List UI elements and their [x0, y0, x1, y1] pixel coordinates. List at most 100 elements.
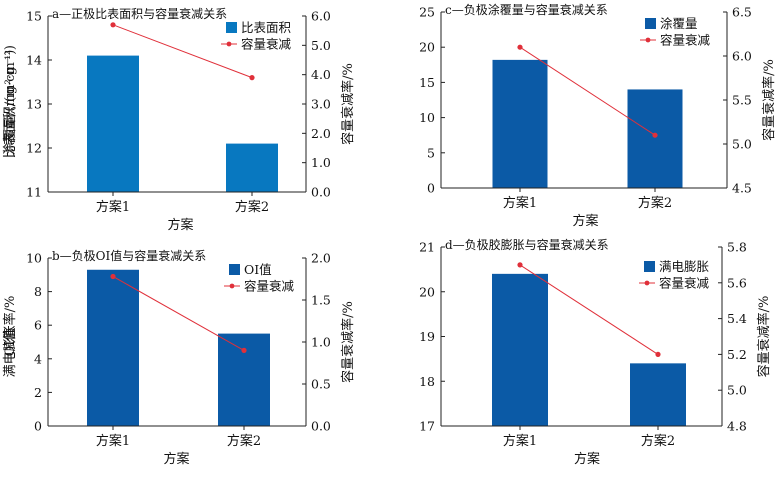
- legend-bar-swatch: [229, 264, 240, 275]
- legend-bar-label: OI值: [244, 262, 272, 277]
- x-tick-label: 方案1: [503, 195, 537, 211]
- right-tick-label: 1.0: [311, 155, 331, 170]
- right-tick-label: 4.0: [311, 67, 331, 82]
- left-axis-title: OI值: [2, 328, 18, 357]
- bar-方案2: [627, 89, 683, 188]
- right-tick-label: 5.0: [727, 383, 747, 398]
- legend-line-label: 容量衰减: [241, 37, 292, 52]
- legend-line-label: 容量衰减: [244, 279, 295, 294]
- bar-方案2: [630, 363, 686, 426]
- legend-bar-swatch: [644, 261, 655, 272]
- x-axis-title: 方案: [163, 451, 189, 467]
- right-axis-title: 容量衰减率/%: [756, 296, 772, 378]
- left-tick-label: 0: [427, 181, 435, 196]
- left-tick-label: 17: [419, 419, 435, 434]
- capacity-fade-point-方案1: [517, 44, 523, 50]
- capacity-fade-line: [112, 24, 253, 79]
- capacity-fade-line: [112, 276, 245, 351]
- left-tick-label: 6: [34, 318, 42, 333]
- legend-line-marker: [229, 283, 235, 289]
- x-axis-title: 方案: [574, 451, 600, 467]
- left-tick-label: 4: [34, 351, 42, 366]
- right-tick-label: 1.5: [311, 293, 331, 308]
- left-tick-label: 21: [419, 240, 435, 255]
- capacity-fade-point-方案1: [110, 273, 116, 280]
- right-tick-label: 0.0: [311, 419, 331, 434]
- left-tick-label: 10: [26, 251, 42, 266]
- left-tick-label: 14: [26, 53, 42, 68]
- capacity-fade-point-方案2: [241, 347, 247, 353]
- left-axis-title: 涂覆量/(mg·cm⁻²): [2, 45, 18, 155]
- x-axis-title: 方案: [167, 217, 193, 233]
- right-tick-label: 5.8: [727, 240, 747, 255]
- right-tick-label: 5.5: [732, 93, 752, 108]
- legend-bar-label: 涂覆量: [660, 16, 698, 31]
- right-tick-label: 5.0: [732, 137, 752, 152]
- right-tick-label: 0.0: [311, 185, 331, 200]
- capacity-fade-point-方案2: [655, 351, 661, 357]
- left-tick-label: 8: [34, 284, 42, 299]
- left-tick-label: 5: [427, 145, 435, 160]
- right-tick-label: 1.0: [311, 335, 331, 350]
- capacity-fade-point-方案1: [110, 22, 116, 28]
- capacity-fade-point-方案2: [652, 132, 658, 138]
- chart-panel-2: 0 5 10 15 20 25 4.5 5.0 5.5 6.0 6.5 方案1 方案2 方案 涂覆量/(mg…: [2, 2, 777, 229]
- x-axis-title: 方案: [572, 213, 598, 229]
- legend-line-label: 容量衰减: [660, 33, 711, 48]
- left-tick-label: 25: [419, 5, 435, 20]
- left-tick-label: 13: [26, 97, 42, 112]
- right-tick-label: 2.0: [311, 126, 331, 141]
- right-tick-label: 5.4: [727, 311, 747, 326]
- right-tick-label: 4.5: [732, 181, 752, 196]
- right-tick-label: 4.8: [727, 419, 747, 434]
- x-tick-label: 方案2: [235, 199, 269, 215]
- legend-line-label: 容量衰减: [659, 276, 710, 291]
- capacity-fade-line: [519, 264, 659, 355]
- left-tick-label: 0: [34, 419, 42, 434]
- x-tick-label: 方案1: [503, 433, 537, 449]
- bar-方案2: [226, 143, 278, 192]
- bar-方案1: [87, 55, 139, 192]
- left-tick-label: 11: [26, 185, 42, 200]
- panel-title: b—负极OI值与容量衰减关系: [52, 248, 206, 263]
- right-axis-title: 容量衰减率/%: [761, 59, 777, 141]
- right-tick-label: 5.6: [727, 275, 747, 290]
- panel-title: a—正极比表面积与容量衰减关系: [52, 6, 227, 21]
- x-tick-label: 方案1: [96, 199, 130, 215]
- legend-bar-label: 满电膨胀: [659, 259, 710, 274]
- right-axis-title: 容量衰减率/%: [340, 301, 356, 383]
- bar-方案1: [492, 59, 548, 188]
- x-tick-label: 方案2: [227, 433, 261, 449]
- right-tick-label: 6.0: [311, 9, 331, 24]
- x-tick-label: 方案1: [96, 433, 130, 449]
- x-tick-label: 方案2: [638, 195, 672, 211]
- left-tick-label: 20: [419, 284, 435, 299]
- right-tick-label: 5.2: [727, 347, 747, 362]
- legend-bar-swatch: [645, 18, 656, 29]
- right-tick-label: 6.5: [732, 5, 752, 20]
- panel-title: d—负极胶膨胀与容量衰减关系: [445, 237, 609, 252]
- legend-bar-label: 比表面积: [241, 20, 291, 35]
- legend-bar-swatch: [226, 22, 237, 33]
- bar-方案1: [492, 273, 548, 426]
- right-tick-label: 2.0: [311, 251, 331, 266]
- left-tick-label: 15: [26, 9, 42, 24]
- right-tick-label: 6.0: [732, 49, 752, 64]
- left-tick-label: 20: [419, 40, 435, 55]
- left-tick-label: 12: [26, 141, 42, 156]
- right-tick-label: 3.0: [311, 97, 331, 112]
- chart-panel-1: 11 12 13 14 15 0.0 1.0 2.0 3.0 4.0 5.0 6.0 方案1 方案2 方案 比…: [3, 6, 356, 233]
- bar-方案1: [87, 269, 139, 426]
- x-tick-label: 方案2: [641, 433, 675, 449]
- right-tick-label: 5.0: [311, 38, 331, 53]
- left-axis-title: 比表面积/(m²·g⁻¹): [3, 50, 18, 159]
- left-tick-label: 19: [419, 329, 435, 344]
- left-tick-label: 2: [34, 385, 42, 400]
- legend-line-marker: [226, 41, 232, 47]
- capacity-fade-point-方案2: [249, 75, 255, 81]
- left-tick-label: 15: [419, 75, 435, 90]
- legend-line-marker: [645, 37, 651, 43]
